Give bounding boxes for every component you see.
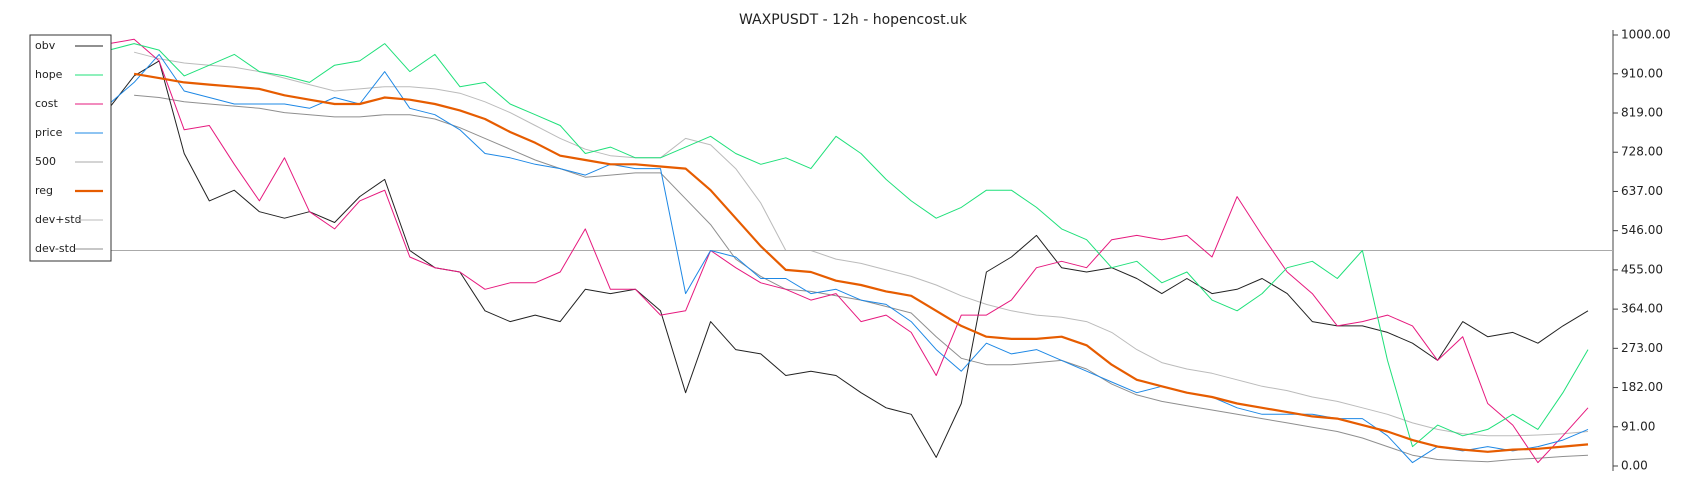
y-tick-label: 546.00 bbox=[1621, 223, 1663, 237]
y-tick-label: 273.00 bbox=[1621, 341, 1663, 355]
legend-label: dev-std bbox=[35, 242, 76, 255]
legend-label: reg bbox=[35, 184, 53, 197]
series-line bbox=[133, 51, 1589, 437]
legend-label: cost bbox=[35, 97, 59, 110]
series-line bbox=[134, 94, 1589, 463]
y-tick-label: 910.00 bbox=[1621, 66, 1663, 80]
series-line bbox=[108, 53, 1589, 464]
legend-label: obv bbox=[35, 39, 56, 52]
y-tick-label: 637.00 bbox=[1621, 184, 1663, 198]
legend-box bbox=[29, 34, 112, 262]
y-tick-label: 1000.00 bbox=[1621, 28, 1671, 42]
y-tick-label: 91.00 bbox=[1621, 419, 1655, 433]
legend-label: price bbox=[35, 126, 63, 139]
y-tick-label: 728.00 bbox=[1621, 145, 1663, 159]
legend-label: 500 bbox=[35, 155, 56, 168]
y-tick-label: 455.00 bbox=[1621, 262, 1663, 276]
series-line bbox=[108, 60, 1589, 458]
legend-label: dev+std bbox=[35, 213, 82, 226]
y-tick-label: 182.00 bbox=[1621, 380, 1663, 394]
y-tick-label: 364.00 bbox=[1621, 302, 1663, 316]
y-tick-label: 819.00 bbox=[1621, 106, 1663, 120]
y-tick-label: 0.00 bbox=[1621, 459, 1648, 473]
series-line bbox=[133, 72, 1589, 453]
series-line bbox=[108, 43, 1589, 448]
legend-label: hope bbox=[35, 68, 63, 81]
series-line bbox=[108, 38, 1589, 464]
chart-title: WAXPUSDT - 12h - hopencost.uk bbox=[739, 12, 968, 28]
